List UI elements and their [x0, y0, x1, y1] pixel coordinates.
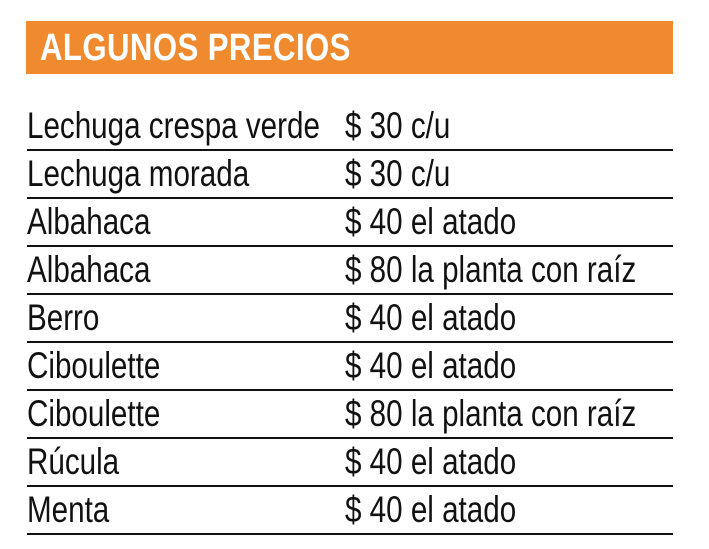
item-name: Rúcula	[27, 441, 120, 482]
item-price: $ 40 el atado	[345, 441, 517, 482]
table-row: Rúcula $ 40 el atado	[27, 439, 673, 487]
item-name: Ciboulette	[27, 393, 161, 434]
item-name: Albahaca	[27, 249, 151, 290]
item-price: $ 30 c/u	[345, 105, 451, 146]
item-price: $ 80 la planta con raíz	[345, 393, 637, 434]
item-name: Menta	[27, 489, 110, 530]
item-price: $ 30 c/u	[345, 153, 451, 194]
item-price: $ 80 la planta con raíz	[345, 249, 637, 290]
table-row: Berro $ 40 el atado	[27, 295, 673, 343]
table-row: Lechuga morada $ 30 c/u	[27, 151, 673, 199]
item-name: Lechuga crespa verde	[27, 105, 320, 146]
table-row: Ciboulette $ 80 la planta con raíz	[27, 391, 673, 439]
table-row: Albahaca $ 40 el atado	[27, 199, 673, 247]
item-price: $ 40 el atado	[345, 345, 517, 386]
price-table: Lechuga crespa verde $ 30 c/u Lechuga mor…	[27, 103, 673, 535]
item-price: $ 40 el atado	[345, 489, 517, 530]
title: ALGUNOS PRECIOS	[40, 27, 351, 69]
item-name: Berro	[27, 297, 100, 338]
table-row: Lechuga crespa verde $ 30 c/u	[27, 103, 673, 151]
item-price: $ 40 el atado	[345, 201, 517, 242]
table-row: Albahaca $ 80 la planta con raíz	[27, 247, 673, 295]
item-name: Lechuga morada	[27, 153, 250, 194]
title-banner: ALGUNOS PRECIOS	[26, 21, 673, 74]
table-row: Menta $ 40 el atado	[27, 487, 673, 535]
item-name: Albahaca	[27, 201, 151, 242]
item-price: $ 40 el atado	[345, 297, 517, 338]
table-row: Ciboulette $ 40 el atado	[27, 343, 673, 391]
item-name: Ciboulette	[27, 345, 161, 386]
